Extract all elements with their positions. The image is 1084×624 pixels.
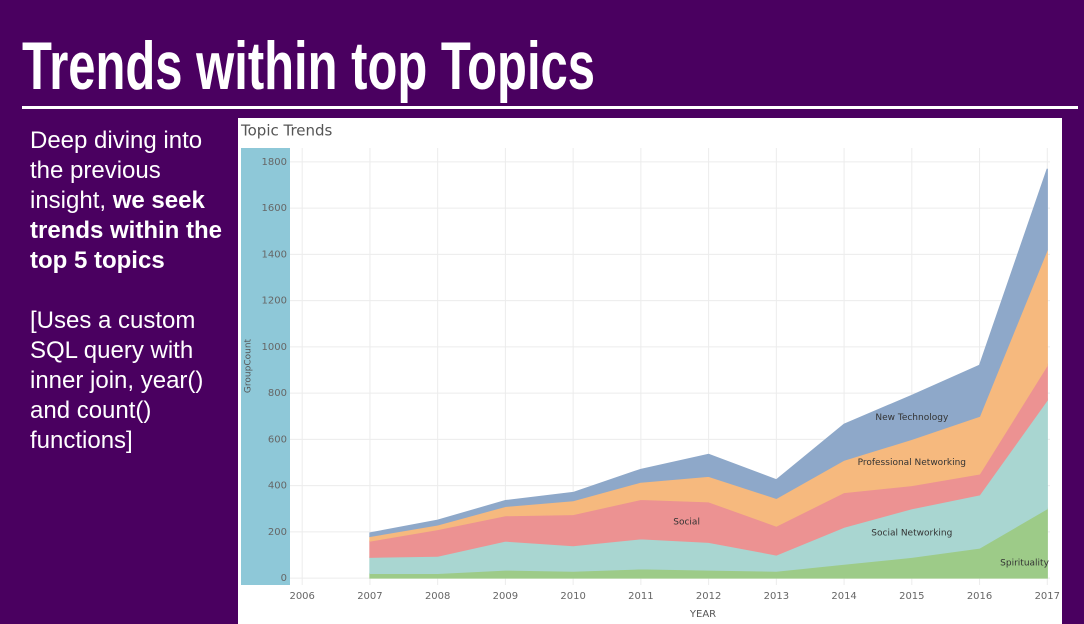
x-tick-label: 2009 xyxy=(493,591,518,602)
x-axis-title: YEAR xyxy=(689,609,716,620)
y-tick-label: 1800 xyxy=(262,157,287,168)
x-tick-label: 2011 xyxy=(628,591,653,602)
y-tick-label: 200 xyxy=(268,527,287,538)
y-tick-label: 1200 xyxy=(262,296,287,307)
x-tick-label: 2013 xyxy=(764,591,789,602)
text: [Uses a custom SQL query with inner join… xyxy=(30,307,204,454)
series-label: Professional Networking xyxy=(858,458,966,468)
x-tick-label: 2006 xyxy=(289,591,314,602)
x-tick-label: 2007 xyxy=(357,591,382,602)
x-tick-label: 2015 xyxy=(899,591,924,602)
y-tick-label: 0 xyxy=(281,573,287,584)
y-tick-label: 800 xyxy=(268,388,287,399)
text: Deep diving into the previous insight, xyxy=(30,127,203,214)
title-rule xyxy=(22,106,1078,109)
series-label: New Technology xyxy=(875,413,949,423)
y-tick-label: 1400 xyxy=(262,249,287,260)
series-label: Social xyxy=(673,517,700,527)
x-tick-label: 2017 xyxy=(1035,591,1060,602)
y-tick-label: 1000 xyxy=(262,342,287,353)
bold-text: we seek trends within the top 5 topics xyxy=(30,187,222,274)
y-tick-label: 600 xyxy=(268,434,287,445)
chart-title: Topic Trends xyxy=(240,122,333,140)
x-tick-label: 2012 xyxy=(696,591,721,602)
series-label: Spirituality xyxy=(1000,559,1049,569)
y-axis-title: GroupCount xyxy=(244,338,254,393)
chart: Topic Trends YEAR GroupCount 0 200 400 600 8… xyxy=(238,118,1062,624)
y-tick-label: 1600 xyxy=(262,203,287,214)
paragraph: [Uses a custom SQL query with inner join… xyxy=(30,306,235,456)
x-tick-label: 2010 xyxy=(560,591,585,602)
slide-title: Trends within top Topics xyxy=(22,28,596,104)
y-tick-label: 400 xyxy=(268,481,287,492)
x-tick-label: 2008 xyxy=(425,591,450,602)
paragraph: Deep diving into the previous insight, w… xyxy=(30,126,235,276)
y-axis-band xyxy=(241,148,290,585)
x-tick-label: 2016 xyxy=(967,591,992,602)
series-label: Social Networking xyxy=(871,528,952,538)
x-tick-label: 2014 xyxy=(831,591,856,602)
slide-body: Deep diving into the previous insight, w… xyxy=(30,126,235,486)
area xyxy=(369,168,1048,538)
